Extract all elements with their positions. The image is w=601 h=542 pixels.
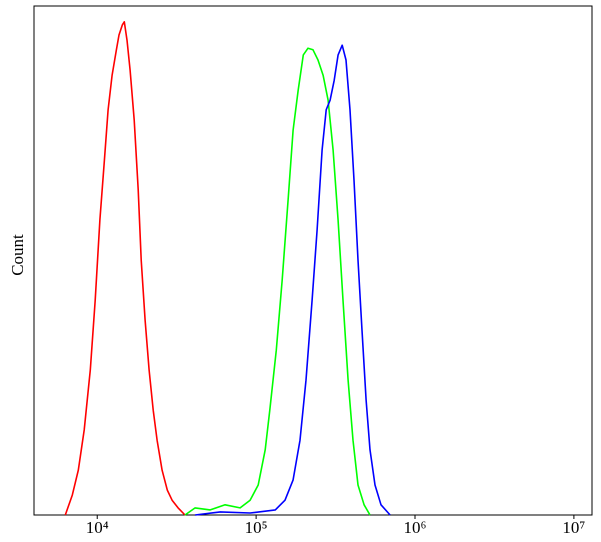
x-tick-label: 10⁴ xyxy=(86,518,109,537)
x-tick-label: 10⁷ xyxy=(562,518,585,537)
y-axis-label: Count xyxy=(8,234,27,276)
histogram-line xyxy=(184,47,371,516)
histogram-line xyxy=(195,44,391,516)
histogram-line xyxy=(64,20,186,516)
plot-frame xyxy=(33,5,593,516)
x-tick-label: 10⁶ xyxy=(404,518,427,537)
x-tick-label: 10⁵ xyxy=(245,518,268,537)
